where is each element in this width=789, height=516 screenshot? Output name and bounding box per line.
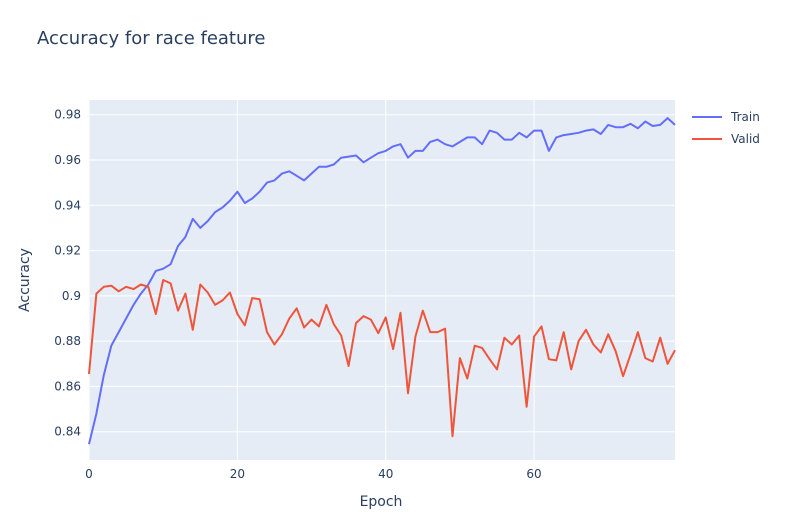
series-line-train: [88, 117, 676, 445]
y-axis-title: Accuracy: [17, 248, 33, 312]
x-tick-label: 20: [230, 467, 245, 481]
legend-label: Valid: [731, 132, 760, 146]
legend-item-valid[interactable]: Valid: [692, 132, 760, 146]
legend-item-train[interactable]: Train: [692, 110, 760, 124]
x-tick-label: 40: [378, 467, 393, 481]
tick-labels: 0.84 0.86 0.88 0.9 0.92 0.94 0.96 0.98 0 20 40 60: [54, 108, 541, 481]
x-tick-label: 60: [526, 467, 541, 481]
y-tick-label: 0.98: [54, 108, 81, 122]
y-tick-label: 0.96: [54, 153, 81, 167]
y-tick-label: 0.92: [54, 244, 81, 258]
legend[interactable]: Train Valid: [692, 110, 760, 146]
x-tick-label: 0: [85, 467, 93, 481]
y-tick-label: 0.9: [62, 289, 81, 303]
series-line-valid: [88, 279, 676, 438]
y-tick-label: 0.86: [54, 379, 81, 393]
legend-label: Train: [730, 110, 760, 124]
series-lines: [88, 117, 676, 445]
y-tick-label: 0.84: [54, 425, 81, 439]
x-axis-title: Epoch: [360, 494, 403, 510]
y-tick-label: 0.94: [54, 198, 81, 212]
plot-area: [89, 100, 675, 460]
chart-title: Accuracy for race feature: [37, 28, 265, 49]
y-tick-label: 0.88: [54, 334, 81, 348]
